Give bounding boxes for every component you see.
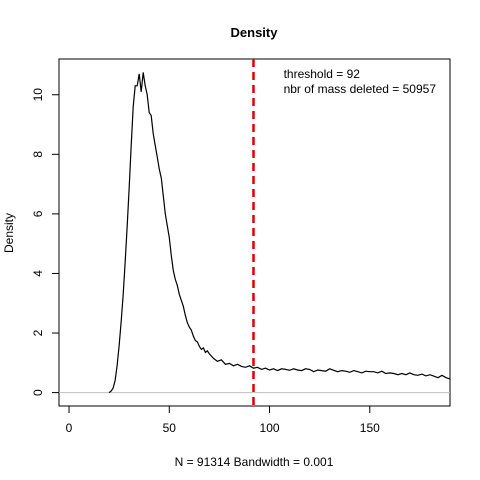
y-axis: 0 2 4 6 8 10 [31, 88, 59, 396]
chart-title: Density [231, 25, 279, 40]
x-axis-label: N = 91314 Bandwidth = 0.001 [175, 455, 334, 469]
density-curve [108, 72, 451, 394]
x-tick-label: 0 [66, 421, 73, 435]
y-tick-label: 10 [31, 88, 45, 102]
y-tick-label: 0 [31, 389, 45, 396]
y-tick-label: 8 [31, 151, 45, 158]
x-tick-label: 100 [260, 421, 280, 435]
x-tick-label: 150 [360, 421, 380, 435]
x-tick-label: 50 [163, 421, 177, 435]
annotation-text: nbr of mass deleted = 50957 [284, 82, 437, 96]
y-axis-label: Density [2, 213, 16, 253]
x-axis: 0 50 100 150 [66, 406, 380, 435]
y-tick-label: 2 [31, 329, 45, 336]
y-tick-label: 4 [31, 270, 45, 277]
annotation-text: threshold = 92 [284, 67, 361, 81]
y-tick-label: 6 [31, 210, 45, 217]
